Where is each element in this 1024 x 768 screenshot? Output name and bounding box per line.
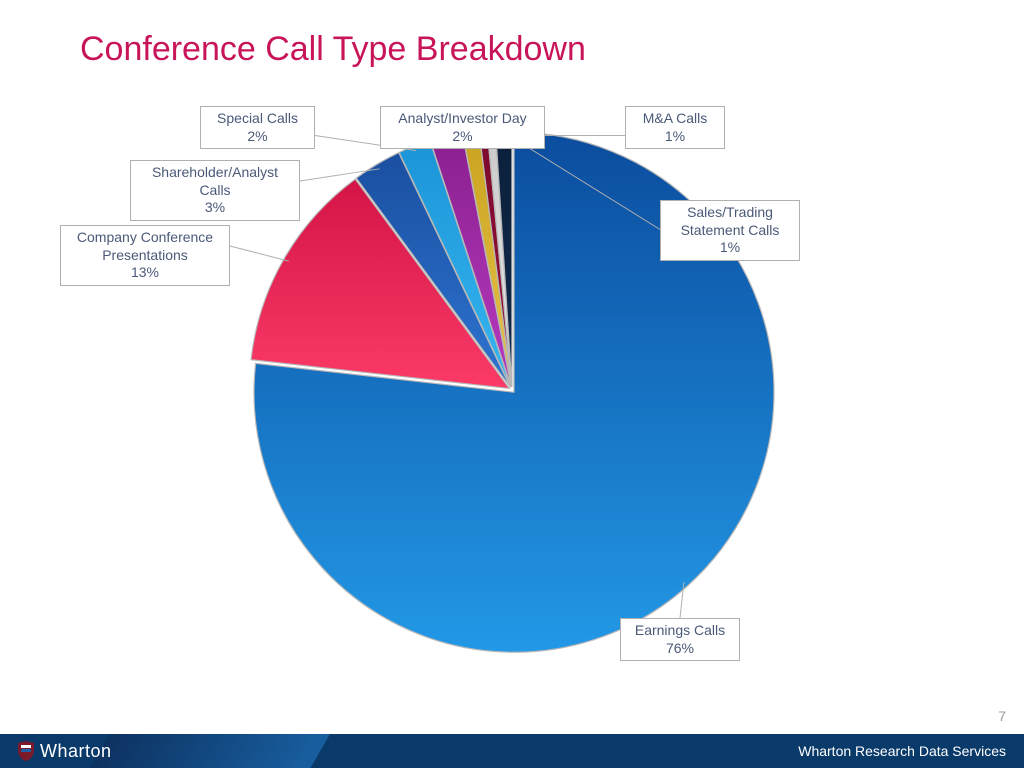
slice-label: Analyst/Investor Day 2%	[380, 106, 545, 149]
page-number: 7	[998, 708, 1006, 724]
slice-label: Shareholder/Analyst Calls 3%	[130, 160, 300, 221]
slice-label: Company Conference Presentations 13%	[60, 225, 230, 286]
slice-label: Earnings Calls 76%	[620, 618, 740, 661]
footer-brand: Wharton	[18, 734, 112, 768]
slice-label: Special Calls 2%	[200, 106, 315, 149]
leader-line	[230, 246, 289, 261]
brand-name: Wharton	[40, 741, 112, 762]
footer-accent	[90, 734, 330, 768]
slice-label: Sales/Trading Statement Calls 1%	[660, 200, 800, 261]
pie-chart: Earnings Calls 76% Company Conference Pre…	[0, 90, 1024, 680]
slide-title: Conference Call Type Breakdown	[80, 30, 586, 69]
slice-label: M&A Calls 1%	[625, 106, 725, 149]
footer-right-text: Wharton Research Data Services	[798, 734, 1006, 768]
shield-icon	[18, 741, 34, 761]
footer: Wharton Wharton Research Data Services	[0, 734, 1024, 768]
slide: Conference Call Type Breakdown Earnings …	[0, 0, 1024, 768]
